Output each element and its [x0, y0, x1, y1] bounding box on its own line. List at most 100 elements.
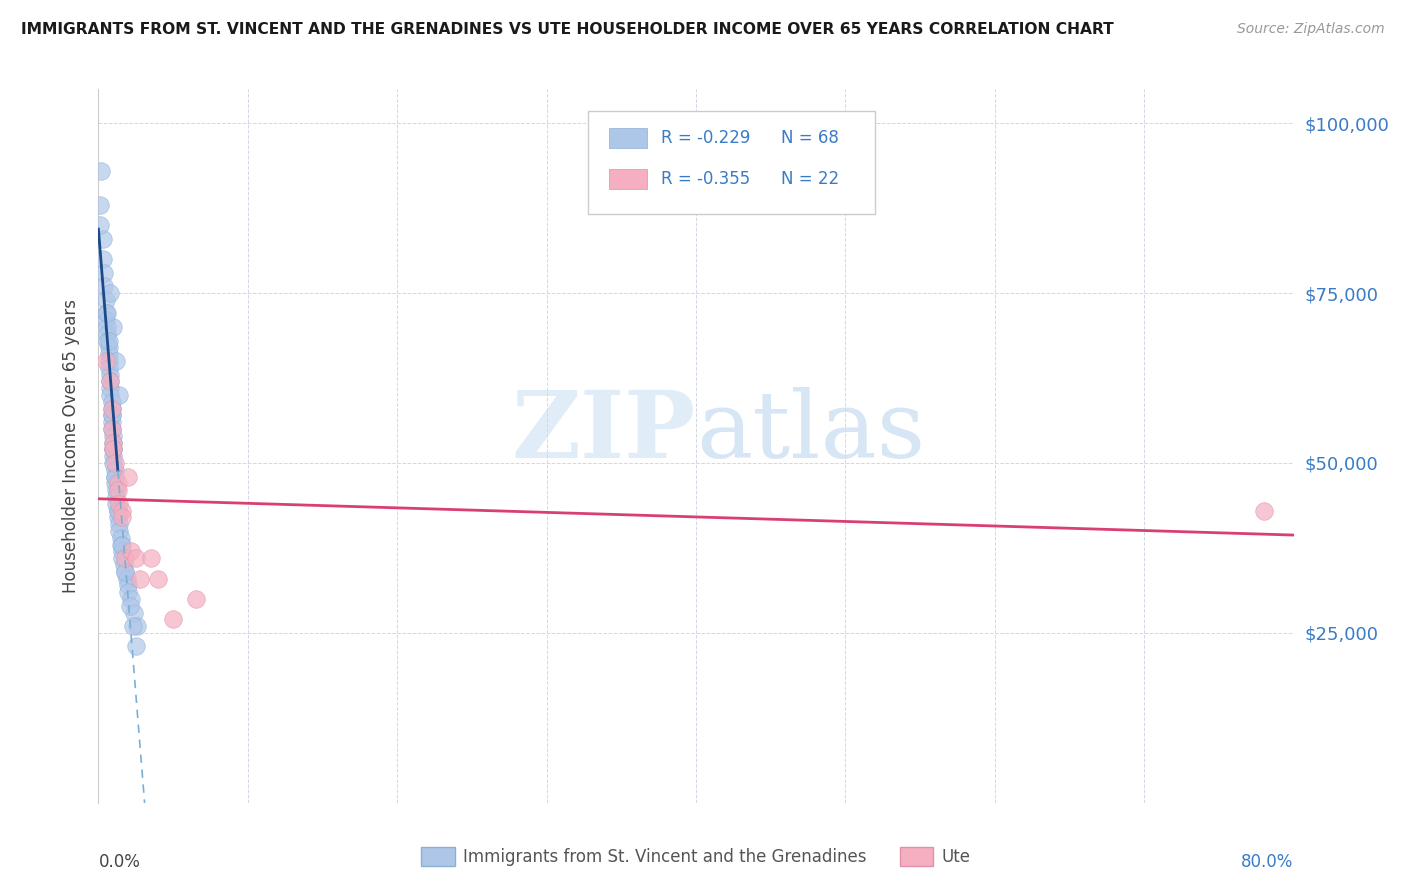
Point [103, 429, 125, 443]
Point [108, 524, 131, 538]
Point [127, 619, 149, 633]
Point [111, 537, 134, 551]
Point [117, 585, 139, 599]
Point [107, 503, 129, 517]
Point [97, 334, 120, 348]
Point [104, 469, 127, 483]
Text: R = -0.229: R = -0.229 [661, 129, 751, 147]
Point [117, 469, 139, 483]
Point [139, 551, 162, 566]
Text: Source: ZipAtlas.com: Source: ZipAtlas.com [1237, 22, 1385, 37]
Point [101, 415, 124, 429]
Point [105, 490, 128, 504]
Text: atlas: atlas [696, 387, 925, 476]
Point [125, 551, 148, 566]
Point [96, 326, 118, 341]
Point [103, 449, 125, 463]
Legend: Immigrants from St. Vincent and the Grenadines, Ute: Immigrants from St. Vincent and the Gren… [415, 840, 977, 873]
Point [96, 320, 118, 334]
Point [97, 354, 120, 368]
Point [98, 368, 122, 382]
Point [103, 442, 125, 457]
Point [184, 591, 207, 606]
Point [98, 375, 122, 389]
Point [103, 320, 125, 334]
Point [108, 497, 131, 511]
Point [108, 517, 131, 532]
Point [103, 435, 125, 450]
Point [129, 572, 152, 586]
Point [98, 375, 122, 389]
Point [91, 232, 114, 246]
Point [94, 306, 117, 320]
Point [114, 565, 136, 579]
Point [108, 388, 131, 402]
Point [107, 476, 129, 491]
Point [101, 401, 124, 416]
Point [111, 544, 134, 558]
Point [107, 483, 129, 498]
Point [114, 551, 136, 566]
Point [93, 279, 115, 293]
Text: 0.0%: 0.0% [98, 853, 141, 871]
Point [1253, 503, 1275, 517]
Text: 80.0%: 80.0% [1241, 853, 1294, 871]
Point [96, 334, 118, 348]
Point [103, 442, 125, 457]
FancyBboxPatch shape [589, 111, 876, 214]
Point [98, 286, 122, 301]
Text: ZIP: ZIP [512, 387, 696, 476]
Bar [609, 128, 647, 148]
Point [105, 497, 128, 511]
Point [103, 456, 125, 470]
Point [104, 469, 127, 483]
Point [98, 388, 122, 402]
Text: IMMIGRANTS FROM ST. VINCENT AND THE GRENADINES VS UTE HOUSEHOLDER INCOME OVER 65: IMMIGRANTS FROM ST. VINCENT AND THE GREN… [21, 22, 1114, 37]
Point [111, 510, 134, 524]
Point [89, 218, 111, 232]
Point [110, 537, 132, 551]
Point [101, 394, 124, 409]
Point [115, 572, 138, 586]
Point [101, 401, 124, 416]
Point [162, 612, 184, 626]
Point [120, 544, 142, 558]
Point [148, 572, 170, 586]
Point [112, 558, 135, 572]
Point [101, 409, 124, 423]
Point [94, 354, 117, 368]
Point [90, 163, 112, 178]
Point [104, 456, 127, 470]
Point [101, 422, 124, 436]
Text: R = -0.355: R = -0.355 [661, 170, 751, 188]
Point [117, 578, 139, 592]
Point [94, 313, 117, 327]
Point [97, 347, 120, 361]
Point [93, 266, 115, 280]
Point [94, 293, 117, 307]
Point [89, 198, 111, 212]
Point [111, 551, 134, 566]
Point [124, 606, 146, 620]
Point [125, 640, 148, 654]
Point [105, 483, 128, 498]
Point [104, 463, 127, 477]
Point [96, 306, 118, 320]
Point [111, 503, 134, 517]
Point [101, 409, 124, 423]
Text: N = 22: N = 22 [780, 170, 839, 188]
Point [101, 422, 124, 436]
Point [104, 476, 127, 491]
Point [97, 360, 120, 375]
Point [114, 565, 136, 579]
Point [121, 619, 143, 633]
Point [103, 442, 125, 457]
Point [107, 503, 129, 517]
Bar [609, 169, 647, 189]
Point [120, 591, 142, 606]
Y-axis label: Householder Income Over 65 years: Householder Income Over 65 years [62, 299, 80, 593]
Point [110, 531, 132, 545]
Point [105, 354, 128, 368]
Point [107, 510, 129, 524]
Text: N = 68: N = 68 [780, 129, 839, 147]
